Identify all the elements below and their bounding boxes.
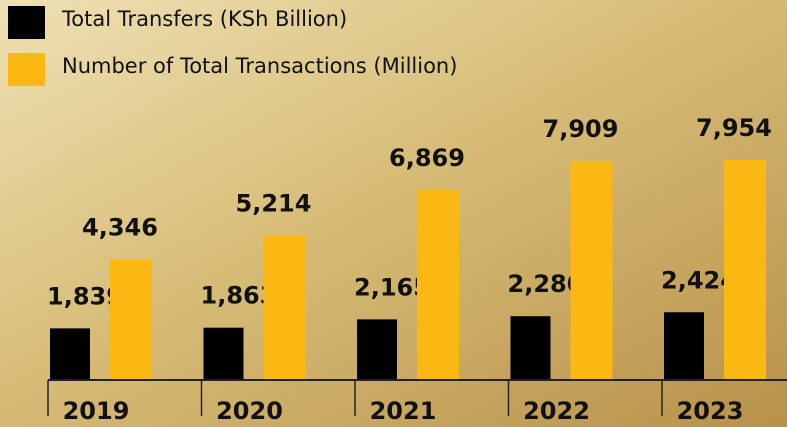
bar [511, 316, 551, 379]
bar [264, 235, 306, 379]
bar [110, 259, 152, 379]
value-label: 7,909 [543, 115, 619, 143]
x-tick-label: 2022 [523, 397, 590, 425]
bar [571, 161, 613, 379]
chart: Total Transfers (KSh Billion) Number of T… [0, 0, 787, 427]
legend-label: Total Transfers (KSh Billion) [61, 7, 347, 31]
bar [724, 160, 766, 379]
value-label: 6,869 [389, 144, 465, 172]
value-label: 5,214 [236, 189, 312, 217]
x-tick-label: 2023 [677, 397, 744, 425]
x-tick-label: 2021 [370, 397, 437, 425]
x-tick-label: 2020 [216, 397, 283, 425]
legend-label: Number of Total Transactions (Million) [62, 54, 457, 78]
bar [357, 319, 397, 379]
bar [204, 328, 244, 379]
bar [664, 312, 704, 379]
page: {"chart_data": { "type": "bar", "categor… [0, 0, 787, 427]
legend-swatch [8, 6, 45, 39]
x-tick-label: 2019 [63, 397, 130, 425]
value-label: 7,954 [696, 114, 772, 142]
bar [50, 328, 90, 379]
legend-swatch [8, 53, 45, 86]
value-label: 4,346 [82, 213, 158, 241]
bar [417, 190, 459, 379]
